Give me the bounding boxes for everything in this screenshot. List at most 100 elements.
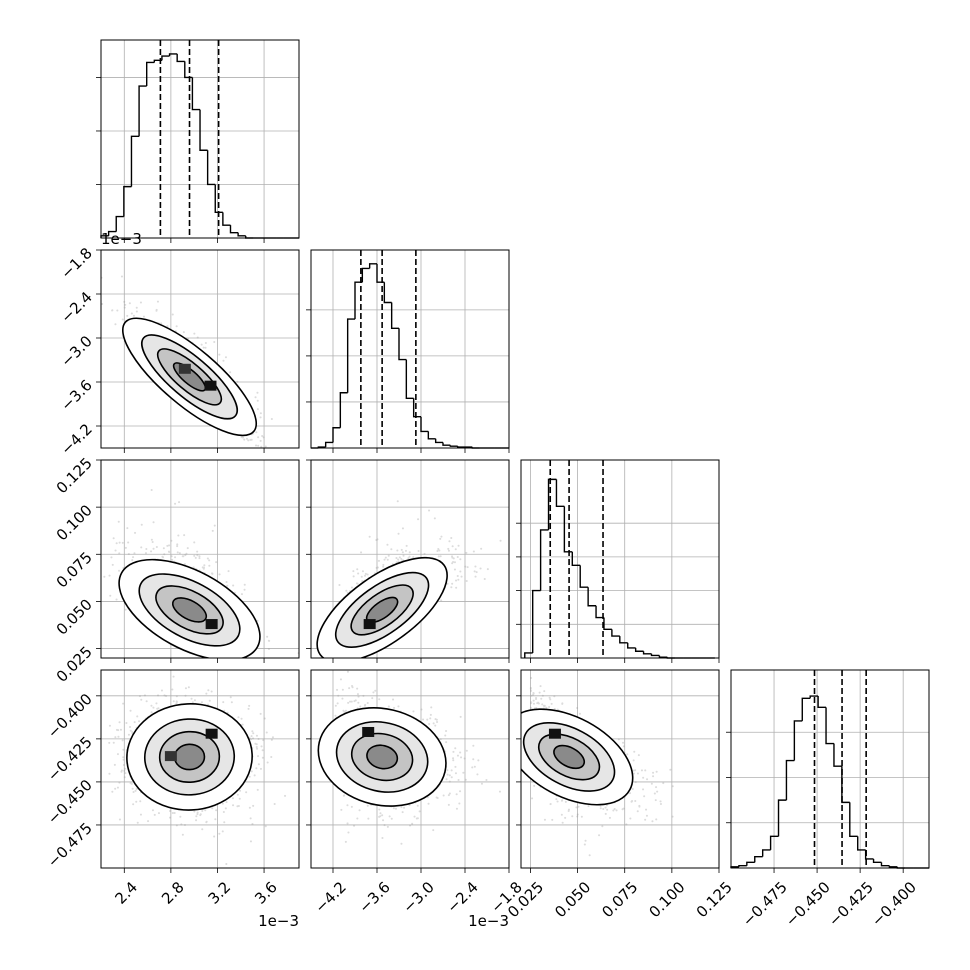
histogram-panel-0 — [96, 39, 300, 239]
xtick-label-0-3: 3.6 — [251, 878, 281, 908]
contour-level-3-2-3 — [553, 744, 586, 770]
hist-bin-3-12 — [825, 707, 834, 745]
ytick-label-2-2: 0.075 — [53, 548, 96, 591]
hist-bin-0-7 — [153, 59, 162, 63]
density-peak-3-1-0 — [362, 726, 375, 737]
xtick-label-2-2: 0.075 — [598, 878, 641, 921]
hist-bin-1-3 — [332, 427, 341, 443]
hist-bin-3-15 — [849, 802, 858, 838]
hist-bin-1-9 — [376, 263, 385, 283]
contour-level-3-0-3 — [173, 743, 206, 771]
hist-bin-0-16 — [222, 212, 231, 226]
density-peak-3-0-0 — [205, 728, 218, 739]
hist-bin-0-1 — [107, 230, 117, 236]
xtick-label-2-3: 0.100 — [646, 878, 689, 921]
hist-bin-1-12 — [398, 328, 407, 361]
xtick-label-2-4: 0.125 — [693, 878, 736, 921]
hist-bin-3-19 — [880, 862, 890, 867]
hist-bin-2-7 — [579, 565, 589, 588]
hist-frame-2 — [520, 459, 720, 659]
hist-bin-2-1 — [531, 589, 541, 653]
scatter-content-2-1 — [311, 460, 509, 658]
scatter-frame-3-0 — [100, 669, 300, 869]
hist-bin-3-11 — [817, 696, 827, 709]
hist-bin-3-13 — [833, 743, 842, 767]
hist-bin-0-6 — [146, 61, 155, 87]
scatter-content-3-1 — [311, 670, 509, 868]
hist-bin-1-8 — [368, 263, 377, 269]
hist-bin-1-14 — [412, 398, 421, 418]
hist-bin-3-4 — [761, 849, 771, 857]
hist-bin-1-5 — [346, 318, 355, 393]
contour-level-3-1-3 — [366, 744, 399, 770]
hist-bin-1-13 — [405, 359, 414, 399]
hist-bin-2-14 — [634, 647, 644, 652]
hist-bin-1-15 — [420, 416, 429, 433]
hist-bin-1-17 — [434, 438, 443, 444]
scatter-content-3-2 — [521, 670, 719, 868]
hist-frame-1 — [310, 249, 510, 449]
hist-bin-3-14 — [841, 766, 850, 804]
hist-bin-2-17 — [658, 655, 668, 658]
scatter-panel-2-0 — [100, 459, 300, 659]
xtick-label-3-1: −0.450 — [782, 878, 834, 930]
xtick-label-3-3: −0.400 — [868, 878, 920, 930]
hist-bin-3-16 — [857, 836, 866, 851]
ytick-label-2-0: 0.025 — [53, 643, 96, 686]
hist-bin-0-12 — [191, 77, 201, 111]
hist-bin-3-2 — [746, 861, 755, 866]
hist-bin-1-6 — [354, 281, 363, 320]
xtick-label-1-0: −4.2 — [311, 878, 349, 916]
hist-bin-1-11 — [390, 302, 399, 329]
hist-bin-1-7 — [361, 267, 370, 283]
hist-bin-2-10 — [603, 617, 612, 631]
hist-bin-0-4 — [130, 135, 140, 187]
hist-bin-0-5 — [138, 85, 147, 137]
xtick-label-2-1: 0.050 — [551, 878, 594, 921]
density-peak-3-0-1 — [164, 751, 177, 762]
xtick-label-0-2: 3.2 — [205, 878, 235, 908]
hist-bin-0-9 — [168, 53, 178, 57]
ytick-label-3-2: −0.425 — [44, 733, 96, 785]
scatter-frame-1-0 — [100, 249, 300, 449]
scatter-content-1-0 — [101, 250, 299, 448]
hist-bin-2-3 — [547, 478, 557, 530]
histogram-panel-2 — [516, 459, 720, 659]
scatter-frame-2-0 — [100, 459, 300, 659]
scatter-frame-3-2 — [520, 669, 720, 869]
hist-bin-3-20 — [888, 865, 898, 868]
scatter-frame-3-1 — [310, 669, 510, 869]
hist-bin-0-10 — [176, 53, 185, 63]
hist-bin-2-8 — [587, 587, 597, 607]
y-offset-text-1: 1e−3 — [101, 230, 142, 248]
ytick-label-1-3: −2.4 — [57, 288, 95, 326]
ytick-label-2-3: 0.100 — [53, 501, 96, 544]
hist-bin-2-6 — [571, 551, 581, 567]
scatter-panel-3-1 — [310, 669, 510, 869]
hist-bin-1-10 — [383, 282, 392, 304]
ytick-label-3-3: −0.400 — [44, 690, 96, 742]
ytick-label-1-2: −3.0 — [57, 332, 95, 370]
hist-bin-1-4 — [339, 392, 348, 428]
ytick-label-1-4: −1.8 — [57, 244, 95, 282]
density-peak-2-0-0 — [205, 619, 218, 630]
scatter-panel-3-2 — [520, 669, 720, 869]
scatter-content-2-0 — [101, 460, 299, 658]
ytick-label-2-4: 0.125 — [53, 454, 96, 497]
hist-bin-3-10 — [809, 695, 819, 699]
xtick-label-0-0: 2.4 — [111, 878, 141, 908]
hist-bin-2-0 — [524, 652, 533, 658]
hist-bin-2-16 — [650, 653, 660, 657]
xtick-label-1-3: −2.4 — [443, 878, 481, 916]
hist-bin-0-15 — [214, 184, 223, 214]
hist-bin-0-13 — [199, 109, 208, 151]
scatter-frame-2-1 — [310, 459, 510, 659]
hist-bin-1-16 — [427, 431, 436, 440]
x-offset-text-1: 1e−3 — [468, 912, 509, 930]
ytick-label-1-0: −4.2 — [57, 420, 95, 458]
hist-bin-3-7 — [785, 759, 795, 801]
x-offset-text-0: 1e−3 — [258, 912, 299, 930]
hist-bin-0-11 — [184, 61, 193, 79]
xtick-label-3-2: −0.425 — [825, 878, 877, 930]
